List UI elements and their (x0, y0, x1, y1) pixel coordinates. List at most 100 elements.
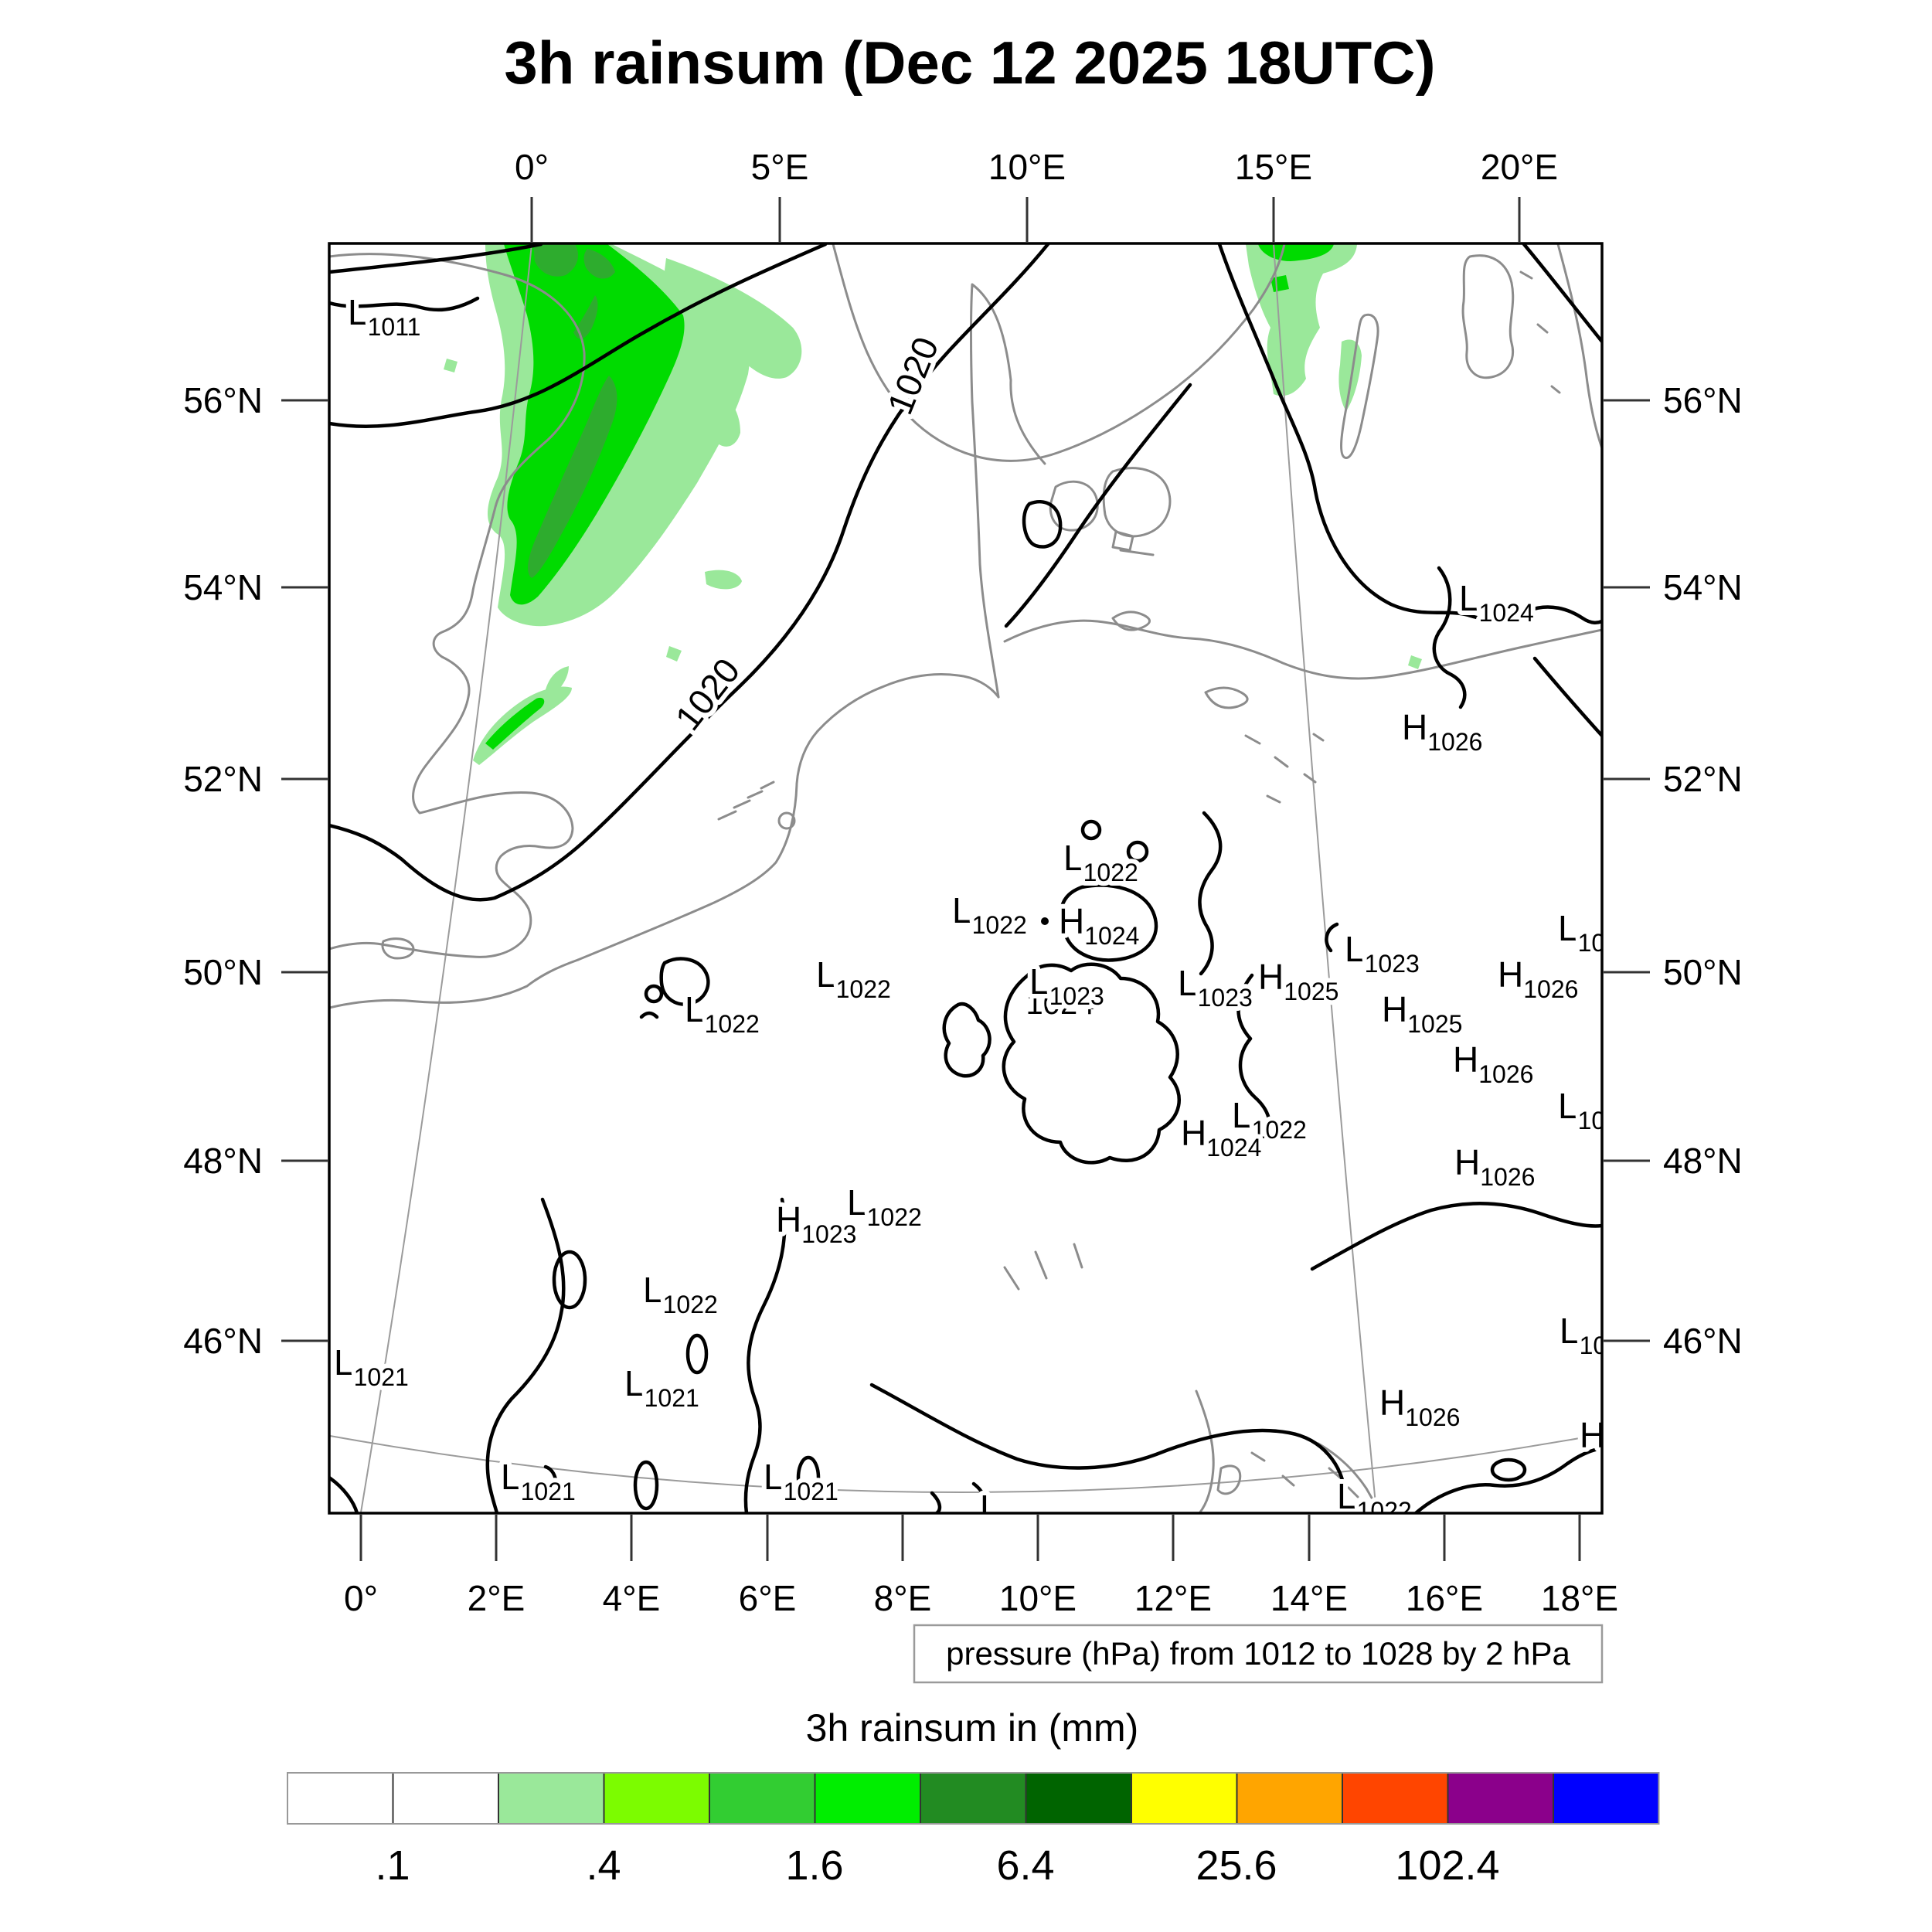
contour-label-1024: 1024 (1026, 987, 1095, 1021)
coastline (832, 243, 1286, 462)
bottom-ticks (359, 1515, 1581, 1561)
coastline (1003, 1243, 1083, 1291)
colorbar-cell (1025, 1772, 1132, 1825)
rain-area (665, 258, 802, 379)
pressure-label: L1022 (643, 1270, 718, 1318)
rain-area (544, 666, 569, 697)
colorbar-tick-label: 25.6 (1196, 1842, 1277, 1889)
axis-label: 2°E (468, 1578, 526, 1618)
rain-area (583, 249, 615, 279)
rain-area (573, 295, 598, 339)
pressure-label: L10 (1558, 1086, 1605, 1134)
colorbar-cell (1553, 1772, 1660, 1825)
coastline (777, 811, 796, 830)
pressure-label: L1024 (1459, 578, 1534, 627)
coastline (970, 283, 1046, 699)
colorbar-cell (814, 1772, 921, 1825)
rain-area (1270, 275, 1289, 292)
contour-line (639, 1011, 659, 1019)
coastline (1204, 686, 1249, 709)
axis-label: 50°N (183, 952, 263, 992)
pressure-label: H1026 (1453, 1039, 1533, 1088)
coastline (1340, 313, 1379, 459)
coastline (665, 1302, 697, 1312)
graticule (329, 243, 1602, 1513)
contour-line (1325, 922, 1339, 953)
contour-line (644, 984, 664, 1004)
colorbar-cell (920, 1772, 1027, 1825)
lat-axis-right: 56°N 54°N 52°N 50°N 48°N 46°N (1663, 380, 1743, 1361)
axis-label: 46°N (183, 1321, 263, 1361)
contour-line (1198, 811, 1223, 976)
colorbar-cell (498, 1772, 605, 1825)
rain-area (1258, 244, 1334, 261)
axis-ticks (281, 197, 1650, 1561)
contour-line (1059, 883, 1158, 962)
coastline (329, 958, 580, 1009)
pressure-label: L1022 (847, 1182, 922, 1231)
pressure-label: L1022 (952, 890, 1027, 939)
axis-label: 0° (344, 1578, 378, 1618)
coastlines (329, 243, 1602, 1513)
pressure-centre-labels: L1011 L1024 H1026 L1022 L1022 H 1024 L102… (329, 287, 1605, 1513)
rain-area (666, 646, 682, 662)
contour-line (1022, 500, 1063, 549)
axis-label: 10°E (988, 147, 1066, 187)
pressure-label: L1022 (1063, 838, 1138, 886)
contour-line (1522, 243, 1602, 344)
lon-axis-top: 0° 5°E 10°E 15°E 20°E (515, 147, 1558, 187)
axis-label: 54°N (183, 567, 263, 607)
rain-area (708, 391, 740, 447)
pressure-label: L1011 (348, 292, 420, 341)
coastline (1317, 1442, 1380, 1513)
coastline (1102, 467, 1172, 538)
coastline (1111, 611, 1151, 631)
colorbar-tick-label: 102.4 (1395, 1842, 1499, 1889)
colorbar-cell (709, 1772, 816, 1825)
pressure-label: H1025 (1382, 989, 1462, 1038)
contour-line (971, 1481, 987, 1513)
coastline (1119, 549, 1155, 556)
contour-line-1020 (329, 243, 1050, 902)
left-ticks (281, 399, 328, 1342)
pressure-label: H (1580, 1415, 1605, 1455)
colorbar: 3h rainsum in (mm) .1 .4 1.6 6.4 25.6 10… (287, 1706, 1660, 1889)
colorbar-labels: .1 .4 1.6 6.4 25.6 102.4 (375, 1842, 1499, 1889)
axis-label: 14°E (1270, 1578, 1348, 1618)
colorbar-cell (287, 1772, 394, 1825)
colorbar-tick-label: .4 (586, 1842, 621, 1889)
pressure-note-box (913, 1624, 1604, 1684)
colorbar-cell (1447, 1772, 1554, 1825)
contour-line (633, 1460, 659, 1511)
pressure-label: L1022 (816, 954, 891, 1003)
rain-area (473, 686, 572, 765)
contour-line (1126, 840, 1149, 863)
parallel-45N (329, 1434, 1602, 1493)
pressure-note-text: pressure (hPa) from 1012 to 1028 by 2 hP… (946, 1635, 1570, 1672)
axis-label: 12°E (1134, 1578, 1212, 1618)
meridian-0E (360, 243, 532, 1513)
axis-label: 5°E (751, 147, 809, 187)
contour-line (869, 1383, 1348, 1513)
top-ticks (530, 197, 1521, 242)
contour-line (1490, 1458, 1527, 1482)
pressure-label: L1021 (624, 1363, 699, 1412)
colorbar-frame (287, 1772, 1660, 1825)
contour-line (743, 1197, 787, 1513)
contour-line (1432, 566, 1467, 709)
colorbar-cell (603, 1772, 710, 1825)
colorbar-cell (1131, 1772, 1238, 1825)
axis-label: 18°E (1541, 1578, 1618, 1618)
axis-label: 10°E (999, 1578, 1077, 1618)
coastline (1244, 733, 1325, 804)
pressure-label: H1026 (1402, 707, 1482, 756)
map-content: 1020 1020 1024 L1011 L1024 H1026 L1022 L… (329, 243, 1605, 1513)
colorbar-cells (287, 1772, 1660, 1825)
axis-label: 8°E (874, 1578, 932, 1618)
axis-label: 6°E (739, 1578, 797, 1618)
contour-line (329, 243, 543, 274)
meridian-15E (1273, 243, 1377, 1513)
colorbar-cell (1342, 1772, 1449, 1825)
pressure-centre-dot (1041, 917, 1049, 925)
